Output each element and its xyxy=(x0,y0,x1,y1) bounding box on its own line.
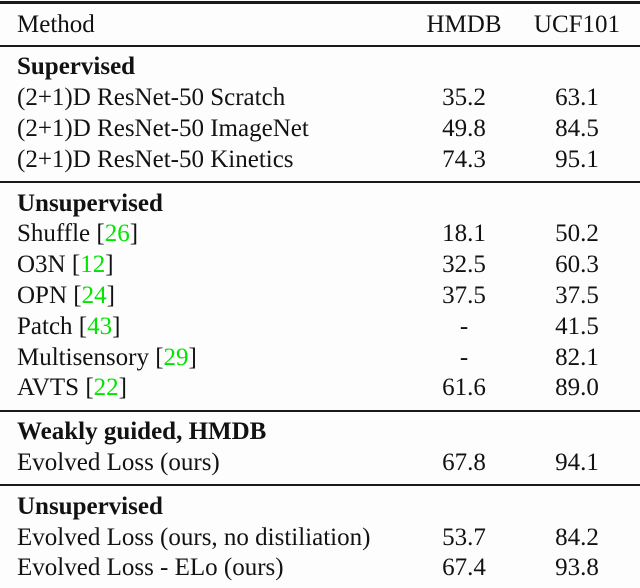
citation-link[interactable]: 43 xyxy=(87,312,113,340)
ucf101-value: 50.2 xyxy=(555,220,599,248)
method-cell: (2+1)D ResNet-50 Kinetics xyxy=(17,146,414,174)
method-label: Patch xyxy=(17,312,73,340)
table-row: O3N [12] 32.5 60.3 xyxy=(0,250,640,281)
hmdb-value: 53.7 xyxy=(442,523,486,551)
ucf101-value: 37.5 xyxy=(555,281,599,309)
ucf101-value: 93.8 xyxy=(555,554,599,582)
table-section: Supervised (2+1)D ResNet-50 Scratch 35.2 63… xyxy=(0,47,640,175)
citation-link[interactable]: 22 xyxy=(93,374,119,402)
table-section: Unsupervised Evolved Loss (ours, no disti… xyxy=(0,486,640,583)
ucf101-value: 95.1 xyxy=(555,145,599,173)
method-label: Multisensory xyxy=(17,343,149,371)
ucf101-value: 84.5 xyxy=(555,114,599,142)
method-cell: Evolved Loss (ours, no distiliation) xyxy=(17,524,414,552)
section-header-row: Weakly guided, HMDB xyxy=(0,417,640,448)
method-cell: Evolved Loss - ELo (ours) xyxy=(17,554,414,582)
hmdb-value: 37.5 xyxy=(442,281,486,309)
hmdb-value: 35.2 xyxy=(442,84,486,112)
table-row: (2+1)D ResNet-50 Kinetics 74.3 95.1 xyxy=(0,144,640,175)
section-rule xyxy=(0,409,640,412)
method-label: (2+1)D ResNet-50 ImageNet xyxy=(17,114,309,142)
method-cell: Evolved Loss (ours) xyxy=(17,449,414,477)
section-rule xyxy=(0,181,640,184)
ucf101-value: 89.0 xyxy=(555,374,599,402)
hmdb-value: - xyxy=(459,343,469,371)
ucf101-value: 94.1 xyxy=(555,448,599,476)
hmdb-value: 61.6 xyxy=(442,374,486,402)
method-label: (2+1)D ResNet-50 Scratch xyxy=(17,84,286,112)
method-cell: O3N [12] xyxy=(17,251,114,279)
header-rule xyxy=(0,45,640,47)
citation-link[interactable]: 12 xyxy=(80,251,106,279)
table-row: (2+1)D ResNet-50 Scratch 35.2 63.1 xyxy=(0,83,640,114)
table-section: Weakly guided, HMDB Evolved Loss (ours) 67… xyxy=(0,412,640,479)
hmdb-value: 32.5 xyxy=(442,251,486,279)
method-cell: (2+1)D ResNet-50 ImageNet xyxy=(17,115,414,143)
top-rule xyxy=(0,1,640,4)
hmdb-value: 67.8 xyxy=(442,448,486,476)
hmdb-value: - xyxy=(459,312,469,340)
hmdb-value: 74.3 xyxy=(442,145,486,173)
table-row: AVTS [22] 61.6 89.0 xyxy=(0,373,640,404)
table-row: Shuffle [26] 18.1 50.2 xyxy=(0,219,640,250)
method-label: O3N xyxy=(17,251,66,279)
ucf101-value: 84.2 xyxy=(555,523,599,551)
section-header-row: Unsupervised xyxy=(0,491,640,522)
section-rule xyxy=(0,484,640,487)
method-label: (2+1)D ResNet-50 Kinetics xyxy=(17,145,294,173)
section-header-label: Supervised xyxy=(17,53,136,81)
method-cell: OPN [24] xyxy=(17,281,115,309)
table-body: Supervised (2+1)D ResNet-50 Scratch 35.2 63… xyxy=(0,47,640,584)
citation-link[interactable]: 24 xyxy=(81,281,107,309)
column-header-hmdb: HMDB xyxy=(426,10,502,38)
method-label: Shuffle xyxy=(17,220,91,248)
method-label: OPN xyxy=(17,281,68,309)
hmdb-value: 49.8 xyxy=(442,114,486,142)
method-cell: Multisensory [29] xyxy=(17,343,197,371)
method-label: Evolved Loss (ours, no distiliation) xyxy=(17,523,371,551)
column-header-ucf101: UCF101 xyxy=(533,10,621,38)
ucf101-value: 60.3 xyxy=(555,251,599,279)
hmdb-value: 67.4 xyxy=(442,554,486,582)
table-section: Unsupervised Shuffle [26] 18.1 50.2 O3N [12]… xyxy=(0,183,640,404)
table-row: OPN [24] 37.5 37.5 xyxy=(0,281,640,312)
ucf101-value: 63.1 xyxy=(555,84,599,112)
method-label: AVTS xyxy=(17,374,80,402)
table-row: (2+1)D ResNet-50 ImageNet 49.8 84.5 xyxy=(0,114,640,145)
citation-link[interactable]: 26 xyxy=(104,220,130,248)
section-header-label: Weakly guided, HMDB xyxy=(17,418,267,446)
ucf101-value: 41.5 xyxy=(555,312,599,340)
section-header-row: Unsupervised xyxy=(0,188,640,219)
table-row: Evolved Loss - ELo (ours) 67.4 93.8 xyxy=(0,553,640,584)
method-label: Evolved Loss - ELo (ours) xyxy=(17,554,284,582)
table-row: Multisensory [29] - 82.1 xyxy=(0,342,640,373)
table-row: Evolved Loss (ours, no distiliation) 53.7… xyxy=(0,522,640,553)
citation-link[interactable]: 29 xyxy=(163,343,189,371)
method-cell: (2+1)D ResNet-50 Scratch xyxy=(17,84,414,112)
table-row: Patch [43] - 41.5 xyxy=(0,311,640,342)
hmdb-value: 18.1 xyxy=(442,220,486,248)
method-cell: Patch [43] xyxy=(17,312,121,340)
column-header-method: Method xyxy=(17,10,95,38)
method-label: Evolved Loss (ours) xyxy=(17,448,220,476)
table-header-row: Method HMDB UCF101 xyxy=(0,4,640,45)
ucf101-value: 82.1 xyxy=(555,343,599,371)
table-row: Evolved Loss (ours) 67.8 94.1 xyxy=(0,448,640,479)
method-cell: Shuffle [26] xyxy=(17,220,139,248)
section-header-row: Supervised xyxy=(0,52,640,83)
section-header-label: Unsupervised xyxy=(17,189,163,217)
section-header-label: Unsupervised xyxy=(17,492,163,520)
method-cell: AVTS [22] xyxy=(17,374,127,402)
